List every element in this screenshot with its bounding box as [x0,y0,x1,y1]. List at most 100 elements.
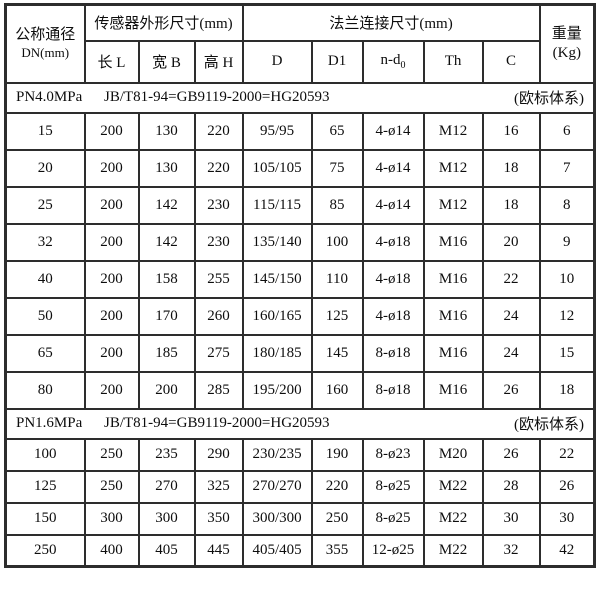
pressure-class-label: PN1.6MPa [16,415,83,431]
cell-weight: 30 [538,501,596,536]
cell-d: 195/200 [241,370,313,410]
cell-th: M16 [422,296,484,336]
cell-n-d0: 4-ø14 [361,148,425,188]
cell-d: 180/185 [241,333,313,373]
weight-header-line1: 重量 [551,26,582,42]
cell-th: M16 [422,259,484,299]
cell-d: 95/95 [241,111,313,151]
cell-d1: 100 [310,222,364,262]
group-header-flange-dimensions: 法兰连接尺寸(mm) [241,3,541,42]
section-header-row: PN1.6MPa JB/T81-94=GB9119-2000=HG20593 (欧标… [4,407,596,440]
col-header-c: C [481,39,541,84]
table-row: 150 300 300 350 300/300 250 8-ø25 M22 30 30 [4,501,596,536]
cell-c: 20 [481,222,541,262]
cell-dn: 150 [4,501,86,536]
cell-height-h: 220 [193,148,244,188]
cell-length-l: 250 [83,437,140,472]
cell-weight: 15 [538,333,596,373]
cell-weight: 12 [538,296,596,336]
table-row: 250 400 405 445 405/405 355 12-ø25 M22 32 42 [4,533,596,568]
table-row: 15 200 130 220 95/95 65 4-ø14 M12 16 6 [4,111,596,151]
cell-th: M22 [422,501,484,536]
header-row-groups: 公称通径 DN(mm) 传感器外形尺寸(mm) 法兰连接尺寸(mm) 重量 (K… [4,3,596,84]
table-row: 65 200 185 275 180/185 145 8-ø18 M16 24 15 [4,333,596,373]
standard-reference-label: JB/T81-94=GB9119-2000=HG20593 [104,89,330,105]
cell-d: 405/405 [241,533,313,568]
cell-n-d0: 8-ø18 [361,333,425,373]
cell-height-h: 325 [193,469,244,504]
cell-dn: 15 [4,111,86,151]
cell-weight: 6 [538,111,596,151]
cell-length-l: 300 [83,501,140,536]
cell-width-b: 300 [137,501,196,536]
cell-dn: 40 [4,259,86,299]
cell-n-d0: 4-ø14 [361,111,425,151]
col-header-dn: 公称通径 DN(mm) [4,3,86,84]
cell-n-d0: 4-ø18 [361,259,425,299]
table-row: 50 200 170 260 160/165 125 4-ø18 M16 24 12 [4,296,596,336]
cell-th: M16 [422,222,484,262]
cell-length-l: 200 [83,333,140,373]
cell-length-l: 200 [83,370,140,410]
col-header-n-d0: n-d0 [361,39,425,84]
cell-dn: 20 [4,148,86,188]
cell-dn: 25 [4,185,86,225]
cell-height-h: 230 [193,222,244,262]
cell-width-b: 158 [137,259,196,299]
col-header-height-h: 高 H [193,39,244,84]
n-d0-subscript: 0 [400,60,406,71]
cell-d1: 85 [310,185,364,225]
cell-height-h: 230 [193,185,244,225]
col-header-d: D [241,39,313,84]
cell-width-b: 200 [137,370,196,410]
cell-th: M16 [422,370,484,410]
cell-weight: 18 [538,370,596,410]
table-row: 20 200 130 220 105/105 75 4-ø14 M12 18 7 [4,148,596,188]
cell-length-l: 200 [83,148,140,188]
cell-width-b: 405 [137,533,196,568]
cell-c: 30 [481,501,541,536]
cell-weight: 9 [538,222,596,262]
cell-d1: 125 [310,296,364,336]
cell-dn: 80 [4,370,86,410]
table-row: 125 250 270 325 270/270 220 8-ø25 M22 28 26 [4,469,596,504]
cell-n-d0: 8-ø25 [361,469,425,504]
weight-header-line2: (Kg) [552,44,581,61]
cell-width-b: 142 [137,185,196,225]
col-header-th: Th [422,39,484,84]
standard-reference-label: JB/T81-94=GB9119-2000=HG20593 [104,415,330,431]
cell-width-b: 170 [137,296,196,336]
cell-weight: 42 [538,533,596,568]
table-row: 80 200 200 285 195/200 160 8-ø18 M16 26 18 [4,370,596,410]
cell-d1: 160 [310,370,364,410]
cell-dn: 50 [4,296,86,336]
section-header-row: PN4.0MPa JB/T81-94=GB9119-2000=HG20593 (欧标… [4,81,596,114]
cell-n-d0: 4-ø14 [361,185,425,225]
cell-c: 18 [481,148,541,188]
cell-d: 270/270 [241,469,313,504]
cell-d1: 220 [310,469,364,504]
cell-height-h: 290 [193,437,244,472]
table-row: 32 200 142 230 135/140 100 4-ø18 M16 20 9 [4,222,596,262]
cell-d: 300/300 [241,501,313,536]
standard-system-label: (欧标体系) [514,417,585,433]
cell-c: 24 [481,333,541,373]
cell-n-d0: 4-ø18 [361,222,425,262]
cell-width-b: 235 [137,437,196,472]
cell-length-l: 250 [83,469,140,504]
cell-c: 26 [481,370,541,410]
table-row: 25 200 142 230 115/115 85 4-ø14 M12 18 8 [4,185,596,225]
cell-dn: 125 [4,469,86,504]
cell-c: 16 [481,111,541,151]
cell-c: 24 [481,296,541,336]
cell-th: M12 [422,148,484,188]
cell-height-h: 275 [193,333,244,373]
cell-width-b: 270 [137,469,196,504]
cell-dn: 32 [4,222,86,262]
cell-height-h: 220 [193,111,244,151]
cell-height-h: 285 [193,370,244,410]
cell-dn: 65 [4,333,86,373]
cell-n-d0: 12-ø25 [361,533,425,568]
col-header-width-b: 宽 B [137,39,196,84]
cell-n-d0: 4-ø18 [361,296,425,336]
